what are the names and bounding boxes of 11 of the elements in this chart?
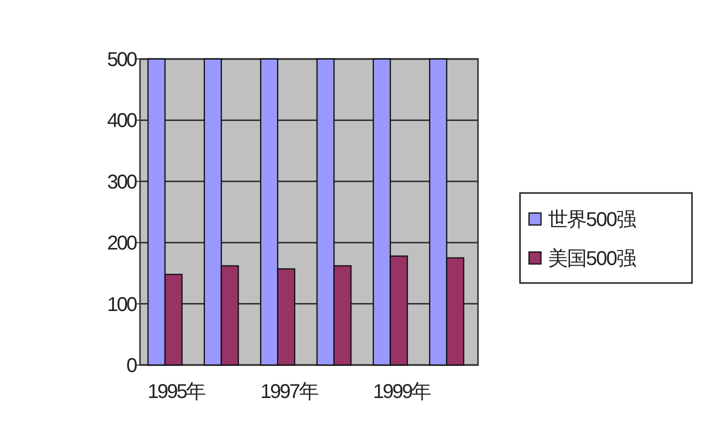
y-tick-label: 300: [107, 171, 138, 194]
legend-label: 美国500强: [548, 247, 636, 270]
legend-label: 世界500强: [548, 209, 636, 231]
x-tick-label: 1997年: [260, 381, 319, 403]
x-tick-label: 1995年: [148, 381, 206, 403]
y-tick-label: 500: [107, 49, 138, 71]
y-tick-label: 400: [107, 110, 138, 132]
y-tick-label: 200: [107, 232, 138, 255]
y-tick-label: 100: [107, 294, 138, 316]
x-tick-label: 1999年: [373, 381, 432, 403]
y-tick-label: 0: [126, 355, 138, 377]
